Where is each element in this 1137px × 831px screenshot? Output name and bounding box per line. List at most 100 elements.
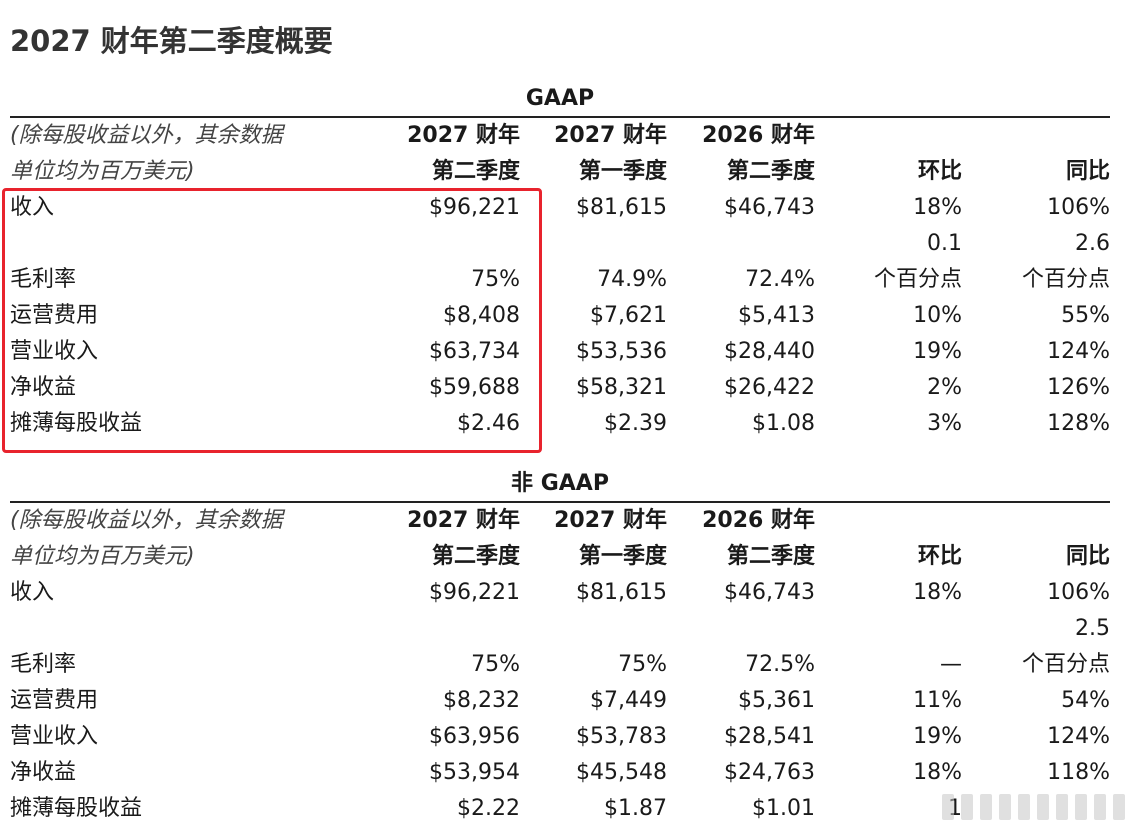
cell-yoy: 124%: [1047, 724, 1110, 749]
table-row: 摊薄每股收益 $2.22 $1.87 $1.01 1: [10, 791, 1110, 827]
cell-q1-fy27: 74.9%: [597, 267, 667, 292]
cell-q1-fy27: $7,621: [590, 303, 667, 328]
cell-yoy: 128%: [1047, 411, 1110, 436]
cell-q2-fy27: $63,734: [429, 339, 520, 364]
row-label: 毛利率: [10, 267, 77, 292]
cell-yoy-value: 2.6: [1075, 231, 1110, 256]
cell-q1-fy27: $45,548: [576, 760, 667, 785]
cell-q2-fy27: $96,221: [429, 580, 520, 605]
gaap-header-row-2: 单位均为百万美元) 第二季度 第一季度 第二季度 环比 同比: [10, 154, 1110, 190]
cell-q1-fy27: $53,783: [576, 724, 667, 749]
col2-header-year: 2027 财年: [554, 123, 667, 148]
cell-yoy: 54%: [1061, 688, 1110, 713]
cell-q1-fy27: $81,615: [576, 580, 667, 605]
cell-q2-fy26: $46,743: [724, 580, 815, 605]
cell-qoq: 19%: [913, 724, 962, 749]
col3-header-year: 2026 财年: [702, 508, 815, 533]
cell-qoq: 3%: [927, 411, 962, 436]
watermark: [942, 794, 1125, 820]
row-label: 运营费用: [10, 303, 99, 328]
gaap-section-title: GAAP: [525, 86, 595, 111]
col1-header-year: 2027 财年: [407, 123, 520, 148]
cell-q2-fy26: 72.4%: [745, 267, 815, 292]
units-note-line1: (除每股收益以外，其余数据: [10, 508, 283, 533]
cell-yoy: 118%: [1047, 760, 1110, 785]
col2-header-year: 2027 财年: [554, 508, 667, 533]
units-note-line2: 单位均为百万美元): [10, 544, 195, 569]
qoq-header: 环比: [917, 159, 962, 184]
cell-yoy-unit: 个百分点: [1021, 652, 1110, 677]
cell-qoq: 11%: [913, 688, 962, 713]
cell-q2-fy26: $5,413: [738, 303, 815, 328]
cell-q2-fy26: $5,361: [738, 688, 815, 713]
highlight-box: [2, 188, 542, 453]
col2-header-quarter: 第一季度: [578, 544, 667, 569]
units-note-line1: (除每股收益以外，其余数据: [10, 123, 283, 148]
row-label: 收入: [10, 580, 55, 605]
cell-qoq: —: [940, 652, 962, 677]
cell-q2-fy27: 75%: [471, 267, 520, 292]
table-row-continuation: 0.1 2.6: [10, 226, 1110, 262]
cell-qoq: 18%: [913, 580, 962, 605]
row-label: 营业收入: [10, 339, 99, 364]
col1-header-year: 2027 财年: [407, 508, 520, 533]
col3-header-quarter: 第二季度: [726, 159, 815, 184]
yoy-header: 同比: [1065, 544, 1110, 569]
cell-q1-fy27: $53,536: [576, 339, 667, 364]
cell-q2-fy27: $59,688: [429, 375, 520, 400]
cell-yoy: 106%: [1047, 195, 1110, 220]
cell-q2-fy26: $28,541: [724, 724, 815, 749]
cell-q2-fy26: $1.08: [752, 411, 815, 436]
cell-q2-fy27: $63,956: [429, 724, 520, 749]
table-row: 毛利率 75% 75% 72.5% — 个百分点: [10, 647, 1110, 683]
table-row: 收入 $96,221 $81,615 $46,743 18% 106%: [10, 575, 1110, 611]
col3-header-quarter: 第二季度: [726, 544, 815, 569]
cell-q1-fy27: $7,449: [590, 688, 667, 713]
col3-header-year: 2026 财年: [702, 123, 815, 148]
cell-q2-fy27: $2.46: [457, 411, 520, 436]
table-row: 营业收入 $63,734 $53,536 $28,440 19% 124%: [10, 334, 1110, 370]
row-label: 运营费用: [10, 688, 99, 713]
cell-q2-fy26: $24,763: [724, 760, 815, 785]
row-label: 净收益: [10, 760, 77, 785]
table-row-continuation: 2.5: [10, 611, 1110, 647]
row-label: 营业收入: [10, 724, 99, 749]
cell-q2-fy27: 75%: [471, 652, 520, 677]
cell-q2-fy27: $53,954: [429, 760, 520, 785]
table-row: 净收益 $59,688 $58,321 $26,422 2% 126%: [10, 370, 1110, 406]
cell-yoy: 106%: [1047, 580, 1110, 605]
non-gaap-header-row-1: (除每股收益以外，其余数据 2027 财年 2027 财年 2026 财年: [10, 503, 1110, 539]
table-row: 摊薄每股收益 $2.46 $2.39 $1.08 3% 128%: [10, 406, 1110, 442]
page-title: 2027 财年第二季度概要: [10, 24, 333, 58]
row-label: 收入: [10, 195, 55, 220]
cell-q2-fy26: $1.01: [752, 796, 815, 821]
table-row: 营业收入 $63,956 $53,783 $28,541 19% 124%: [10, 719, 1110, 755]
cell-yoy-value: 2.5: [1075, 616, 1110, 641]
cell-yoy: 124%: [1047, 339, 1110, 364]
qoq-header: 环比: [917, 544, 962, 569]
table-row: 运营费用 $8,232 $7,449 $5,361 11% 54%: [10, 683, 1110, 719]
cell-qoq: 10%: [913, 303, 962, 328]
cell-q2-fy26: 72.5%: [745, 652, 815, 677]
row-label: 毛利率: [10, 652, 77, 677]
yoy-header: 同比: [1065, 159, 1110, 184]
col1-header-quarter: 第二季度: [431, 159, 520, 184]
cell-qoq: 2%: [927, 375, 962, 400]
cell-q2-fy27: $8,232: [443, 688, 520, 713]
cell-q2-fy27: $2.22: [457, 796, 520, 821]
cell-q1-fy27: 75%: [618, 652, 667, 677]
cell-yoy: 55%: [1061, 303, 1110, 328]
cell-qoq-value: 0.1: [927, 231, 962, 256]
col2-header-quarter: 第一季度: [578, 159, 667, 184]
cell-q1-fy27: $2.39: [604, 411, 667, 436]
row-label: 净收益: [10, 375, 77, 400]
cell-qoq-unit: 个百分点: [873, 267, 962, 292]
cell-q2-fy26: $28,440: [724, 339, 815, 364]
cell-q2-fy26: $46,743: [724, 195, 815, 220]
table-row: 收入 $96,221 $81,615 $46,743 18% 106%: [10, 190, 1110, 226]
cell-q1-fy27: $58,321: [576, 375, 667, 400]
cell-q2-fy26: $26,422: [724, 375, 815, 400]
gaap-header-row-1: (除每股收益以外，其余数据 2027 财年 2027 财年 2026 财年: [10, 118, 1110, 154]
cell-yoy: 126%: [1047, 375, 1110, 400]
cell-qoq: 18%: [913, 195, 962, 220]
